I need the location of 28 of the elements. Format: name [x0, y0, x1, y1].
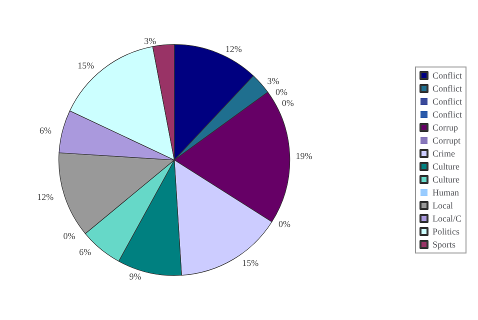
data-label: 15%	[78, 60, 95, 71]
text: 0%	[275, 86, 288, 97]
text: 0%	[63, 231, 76, 242]
legend-label: Corrupt	[432, 136, 461, 146]
text: 0%	[278, 219, 290, 230]
data-label: 9%	[129, 272, 142, 282]
legend-label: Culture	[432, 162, 460, 172]
data-label: 12%	[37, 192, 54, 202]
data-label: 6%	[40, 125, 52, 136]
data-label: 12%	[225, 44, 242, 54]
data-label: 6%	[79, 247, 92, 258]
legend-label: Politics	[432, 226, 460, 236]
legend-label: Crime	[432, 148, 456, 158]
data-label: 19%	[296, 151, 313, 162]
legend-label: Conflict	[432, 96, 462, 106]
legend-label: Local/C	[432, 214, 462, 224]
text: 0%	[282, 98, 294, 108]
data-label: 15%	[242, 258, 260, 268]
legend-label: Human	[432, 188, 460, 198]
legend-label: Culture	[432, 174, 460, 184]
data-label: 3%	[144, 36, 157, 46]
legend-label: Conflict	[432, 110, 462, 120]
data-label: 3%	[267, 76, 280, 86]
legend-label: Conflict	[432, 84, 462, 94]
legend-label: Local	[432, 200, 454, 210]
legend-label: Corrup	[432, 122, 458, 132]
legend-label: Sports	[432, 240, 456, 250]
legend-label: Conflict	[432, 70, 462, 80]
